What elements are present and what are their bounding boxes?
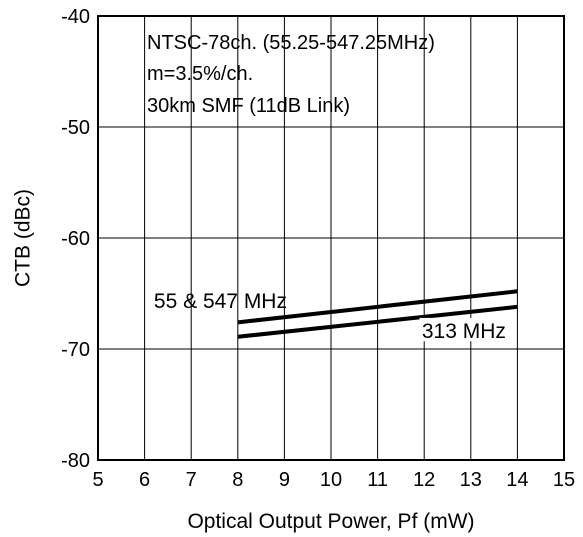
y-axis-title: CTB (dBc) — [12, 189, 35, 287]
x-tick-label: 15 — [553, 469, 575, 491]
series-line-55-547mhz — [237, 289, 518, 325]
x-tick-label: 7 — [186, 469, 197, 491]
annotation-fiber-link: 30km SMF (11dB Link) — [147, 95, 350, 117]
x-tick-label: 10 — [320, 469, 342, 491]
series-lines — [237, 289, 518, 342]
x-tick-label: 14 — [506, 469, 528, 491]
x-tick-label: 11 — [367, 469, 388, 491]
y-tick-label: -70 — [61, 339, 90, 361]
x-tick-label: 8 — [232, 469, 243, 491]
x-tick-label: 13 — [460, 469, 482, 491]
x-tick-label: 6 — [139, 469, 150, 491]
series-label-313mhz: 313 MHz — [422, 320, 506, 343]
x-tick-label: 12 — [413, 469, 435, 491]
annotation-signal-format: NTSC-78ch. (55.25-547.25MHz) — [147, 32, 435, 54]
series-label-55-547mhz: 55 & 547 MHz — [154, 290, 287, 313]
x-tick-label: 5 — [92, 469, 103, 491]
y-tick-label: -40 — [61, 6, 90, 28]
y-tick-label: -60 — [61, 228, 90, 250]
series-label-313mhz-background — [419, 317, 511, 342]
annotation-modulation-index: m=3.5%/ch. — [147, 63, 253, 85]
tick-labels: 5 6 7 8 9 10 11 12 13 14 15 -40 -50 -60 -70 -80 — [61, 6, 575, 491]
plot-frame — [97, 15, 565, 461]
y-tick-label: -50 — [61, 117, 90, 139]
series-line-313mhz — [237, 304, 518, 339]
x-axis-title: Optical Output Power, Pf (mW) — [187, 510, 474, 533]
grid-lines — [98, 16, 564, 460]
x-tick-label: 9 — [279, 469, 290, 491]
y-tick-label: -80 — [61, 450, 90, 472]
